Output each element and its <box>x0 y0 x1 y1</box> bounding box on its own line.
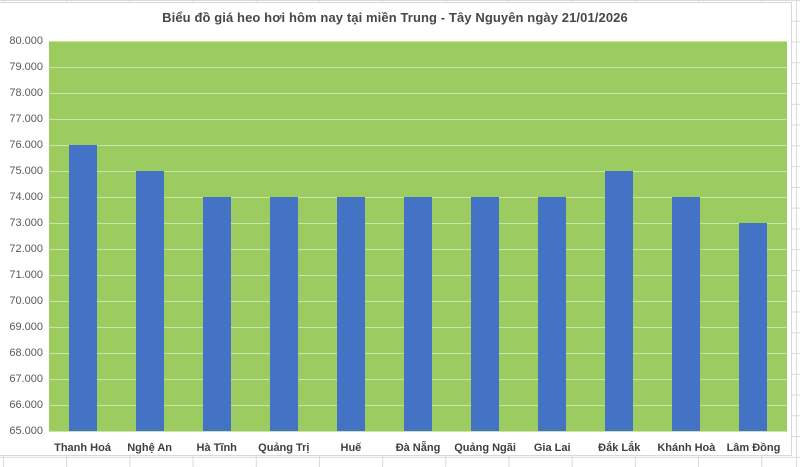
bar <box>471 197 500 431</box>
bar-chart: Biểu đồ giá heo hơi hôm nay tại miền Tru… <box>0 2 792 456</box>
y-axis-tick-label: 69.000 <box>9 321 43 333</box>
x-axis-category-label: Hà Tĩnh <box>196 442 237 454</box>
bar <box>739 223 768 431</box>
bar <box>202 197 231 431</box>
gridline <box>49 118 787 120</box>
bar <box>336 197 365 431</box>
x-axis-category-label: Thanh Hoá <box>54 442 111 454</box>
x-axis-category-label: Huế <box>340 442 362 454</box>
y-axis-tick-label: 70.000 <box>9 295 43 307</box>
y-axis-tick-label: 78.000 <box>9 87 43 99</box>
gridline <box>49 170 787 172</box>
y-axis-tick-label: 71.000 <box>9 269 43 281</box>
gridline <box>49 430 787 432</box>
chart-title: Biểu đồ giá heo hơi hôm nay tại miền Tru… <box>162 10 628 25</box>
x-axis-category-label: Nghệ An <box>127 442 173 454</box>
x-axis-category-label: Gia Lai <box>533 442 571 454</box>
gridline <box>49 40 787 42</box>
y-axis-tick-label: 77.000 <box>9 113 43 125</box>
bar <box>605 171 634 431</box>
gridline <box>49 66 787 68</box>
y-axis-tick-label: 72.000 <box>9 243 43 255</box>
y-axis-tick-label: 68.000 <box>9 347 43 359</box>
x-axis-category-label: Đà Nẵng <box>395 442 441 454</box>
bar <box>269 197 298 431</box>
spreadsheet-gridline-right <box>796 0 797 467</box>
y-axis-tick-label: 76.000 <box>9 139 43 151</box>
y-axis-tick-label: 75.000 <box>9 165 43 177</box>
y-axis-tick-label: 74.000 <box>9 191 43 203</box>
plot-area <box>49 40 787 432</box>
y-axis-tick-label: 66.000 <box>9 399 43 411</box>
x-axis-category-label: Lâm Đồng <box>726 442 781 454</box>
y-axis-tick-label: 67.000 <box>9 373 43 385</box>
y-axis-tick-label: 80.000 <box>9 35 43 47</box>
x-axis-category-label: Khánh Hoà <box>657 442 716 454</box>
x-axis-category-label: Quảng Trị <box>258 442 310 454</box>
y-axis-tick-label: 73.000 <box>9 217 43 229</box>
y-axis-tick-label: 65.000 <box>9 425 43 437</box>
x-axis-category-label: Đắk Lắk <box>598 442 641 454</box>
y-axis-tick-label: 79.000 <box>9 61 43 73</box>
x-axis-category-label: Quảng Ngãi <box>454 442 516 454</box>
bar <box>538 197 567 431</box>
bar <box>404 197 432 431</box>
bar <box>68 145 97 431</box>
bar <box>672 197 701 431</box>
gridline <box>49 92 787 94</box>
gridline <box>49 144 787 146</box>
bar <box>135 171 164 431</box>
